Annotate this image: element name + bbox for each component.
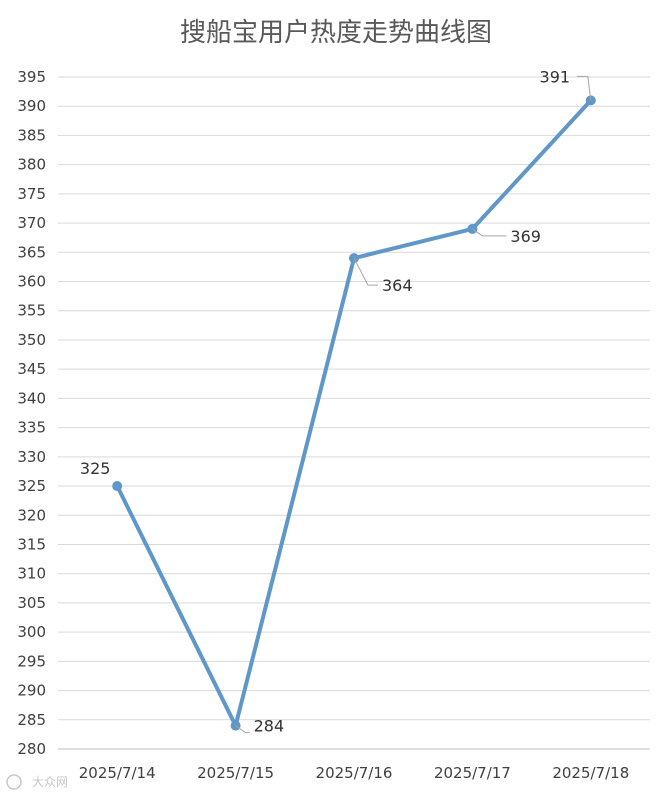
y-tick-label: 375	[17, 185, 46, 203]
data-point	[112, 481, 123, 492]
y-tick-label: 305	[17, 594, 46, 612]
watermark-text: 大众网	[32, 775, 68, 789]
y-tick-label: 295	[17, 652, 46, 670]
y-tick-label: 340	[17, 389, 46, 407]
y-tick-label: 315	[17, 535, 46, 553]
y-tick-label: 390	[17, 97, 46, 115]
data-label-leader	[235, 725, 250, 734]
y-tick-label: 325	[17, 477, 46, 495]
y-tick-label: 395	[17, 68, 46, 86]
y-tick-label: 330	[17, 448, 46, 466]
y-tick-label: 360	[17, 273, 46, 291]
data-label-leader	[353, 257, 378, 286]
series-group	[112, 95, 596, 731]
y-tick-label: 300	[17, 623, 46, 641]
data-label: 284	[254, 717, 285, 736]
gridlines	[58, 76, 650, 750]
data-label-leader	[576, 75, 592, 101]
x-tick-label: 2025/7/16	[316, 764, 393, 782]
watermark: 大众网	[6, 774, 68, 790]
data-label-leader	[472, 228, 507, 237]
watermark-logo-icon	[6, 774, 22, 790]
chart-title: 搜船宝用户热度走势曲线图	[180, 18, 492, 48]
y-tick-label: 285	[17, 711, 46, 729]
y-tick-label: 345	[17, 360, 46, 378]
y-axis-tick-labels: 280 285 290 295 300 305 310 315 320 325 330 335 340 3…	[17, 68, 46, 758]
y-tick-label: 370	[17, 214, 46, 232]
y-tick-label: 320	[17, 506, 46, 524]
y-tick-label: 350	[17, 331, 46, 349]
y-tick-label: 280	[17, 740, 46, 758]
y-tick-label: 335	[17, 419, 46, 437]
x-tick-label: 2025/7/14	[79, 764, 156, 782]
y-tick-label: 380	[17, 156, 46, 174]
y-tick-label: 385	[17, 126, 46, 144]
data-labels: 325 284 364 369 391	[80, 67, 592, 736]
y-tick-label: 365	[17, 243, 46, 261]
x-tick-label: 2025/7/15	[197, 764, 274, 782]
y-tick-label: 290	[17, 682, 46, 700]
data-label: 391	[540, 67, 571, 86]
x-axis-tick-labels: 2025/7/14 2025/7/15 2025/7/16 2025/7/17 2025…	[79, 764, 630, 782]
y-tick-label: 310	[17, 565, 46, 583]
x-tick-label: 2025/7/18	[552, 764, 629, 782]
x-tick-label: 2025/7/17	[434, 764, 511, 782]
y-tick-label: 355	[17, 302, 46, 320]
data-label: 369	[510, 227, 541, 246]
data-label: 325	[80, 459, 111, 478]
data-label: 364	[382, 276, 413, 295]
